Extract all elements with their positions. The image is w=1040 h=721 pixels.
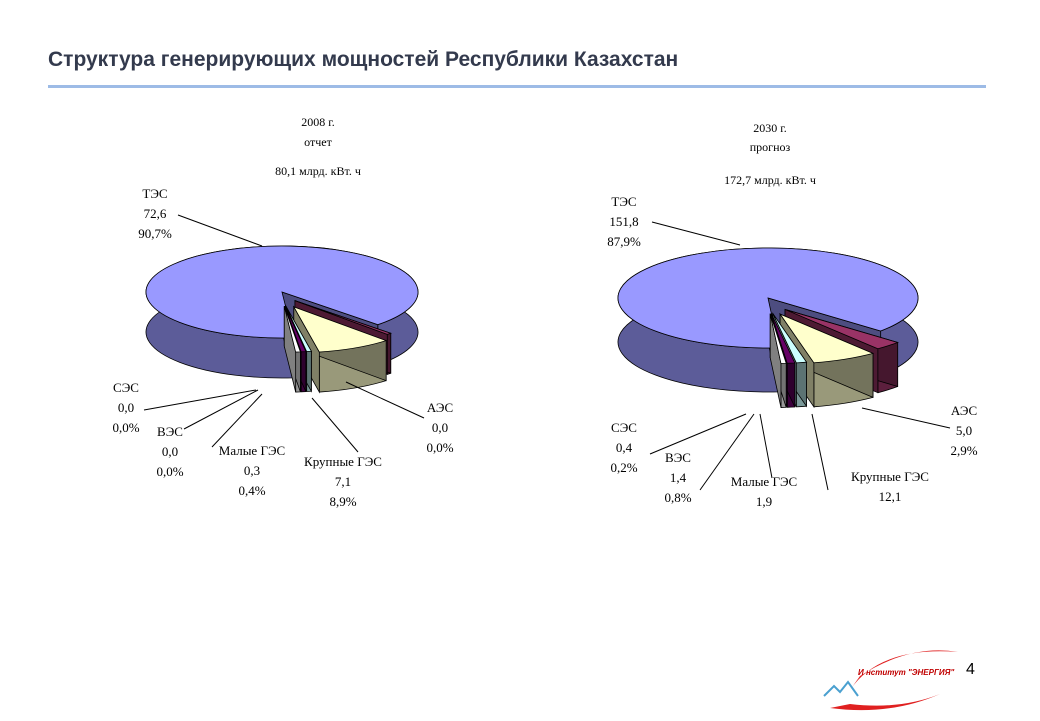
slice-top: [617, 247, 919, 349]
logo-mountains: [823, 680, 859, 697]
slice-top: [284, 305, 307, 353]
slice-label-solar: 0,0%: [112, 420, 139, 435]
leader-line-small_hydro: [211, 393, 263, 448]
pie-slice-solar: [769, 313, 787, 408]
slice-top: [283, 306, 301, 353]
institute-logo: И нститут "ЭНЕРГИЯ": [820, 636, 970, 721]
slice-label-nuclear: АЭС: [427, 400, 453, 415]
page-number: 4: [966, 661, 975, 678]
leader-line-wind: [183, 389, 259, 430]
slice-top: [145, 245, 419, 339]
slice-label-small_hydro: 0,4%: [238, 483, 265, 498]
slice-label-large_hydro: Крупные ГЭС: [304, 454, 382, 469]
slice-label-small_hydro: Малые ГЭС: [219, 443, 285, 458]
leader-line-wind: [699, 413, 755, 491]
slice-label-solar: СЭС: [611, 420, 637, 435]
slice-label-solar: 0,2%: [610, 460, 637, 475]
slice-top: [285, 305, 313, 352]
slice-label-wind: 1,4: [670, 470, 687, 485]
slice-label-large_hydro: 7,1: [335, 474, 351, 489]
slice-label-nuclear: 0,0: [432, 420, 448, 435]
logo-swoosh-bottom: [830, 694, 940, 711]
chart-header-line: 80,1 млрд. кВт. ч: [275, 164, 361, 178]
chart-header-line: 2030 г.: [753, 121, 787, 135]
slice-label-tes: ТЭС: [142, 186, 167, 201]
slice-top: [784, 309, 899, 350]
slice-top: [772, 313, 808, 364]
slice-label-tes: 87,9%: [607, 234, 641, 249]
title-divider: [48, 85, 986, 88]
slice-top: [292, 306, 388, 353]
leader-line-nuclear: [861, 407, 951, 429]
slice-label-large_hydro: Крупные ГЭС: [851, 469, 929, 484]
slice-label-nuclear: 5,0: [956, 423, 972, 438]
slice-top: [779, 313, 875, 364]
slice-label-tes: ТЭС: [611, 194, 636, 209]
chart-header-line: прогноз: [750, 140, 791, 154]
leader-line-solar: [649, 413, 747, 455]
slice-label-wind: 0,0%: [156, 464, 183, 479]
slice-label-solar: 0,4: [616, 440, 633, 455]
slice-label-nuclear: АЭС: [951, 403, 977, 418]
leader-line-nuclear: [345, 381, 425, 419]
slice-label-tes: 151,8: [609, 214, 638, 229]
slice-label-small_hydro: 0,3: [244, 463, 260, 478]
slice-label-small_hydro: Малые ГЭС: [731, 474, 797, 489]
slice-label-nuclear: 0,0%: [426, 440, 453, 455]
slice-label-wind: 0,8%: [664, 490, 691, 505]
slice-label-large_hydro: 8,9%: [329, 494, 356, 509]
slice-label-nuclear: 2,9%: [950, 443, 977, 458]
leader-line-large_hydro: [811, 413, 829, 491]
leader-line-large_hydro: [311, 397, 359, 453]
leader-line-tes: [651, 221, 741, 246]
chart-header-line: 2008 г.: [301, 115, 335, 129]
pie-chart-2: 2030 г. прогноз 172,7 млрд. кВт. ч ТЭС 151,8…: [607, 121, 978, 509]
chart-header-line: 172,7 млрд. кВт. ч: [724, 173, 816, 187]
slice-top: [770, 313, 796, 364]
page-title: Структура генерирующих мощностей Республ…: [48, 48, 679, 71]
pie-chart-1: 2008 г. отчет 80,1 млрд. кВт. ч ТЭС 72,6 90,7…: [112, 115, 453, 509]
pie-slices: [617, 247, 919, 409]
leader-line-tes: [177, 214, 263, 247]
slice-label-small_hydro: 1,9: [756, 494, 772, 509]
slice-top: [294, 300, 392, 335]
leader-line-solar: [143, 389, 257, 411]
pie-slices: [145, 245, 419, 394]
slice-label-tes: 90,7%: [138, 226, 172, 241]
logo-text: И нститут "ЭНЕРГИЯ": [858, 668, 954, 677]
slice-label-wind: 0,0: [162, 444, 178, 459]
slice-label-solar: СЭС: [113, 380, 139, 395]
chart-header-line: отчет: [304, 135, 332, 149]
slice-label-wind: ВЭС: [665, 450, 691, 465]
slice-label-tes: 72,6: [144, 206, 167, 221]
slice-label-wind: ВЭС: [157, 424, 183, 439]
slice-top: [769, 313, 787, 364]
leader-line-small_hydro: [759, 413, 773, 479]
pie-slice-solar: [283, 306, 301, 393]
slice-label-large_hydro: 12,1: [879, 489, 902, 504]
slice-label-solar: 0,0: [118, 400, 134, 415]
